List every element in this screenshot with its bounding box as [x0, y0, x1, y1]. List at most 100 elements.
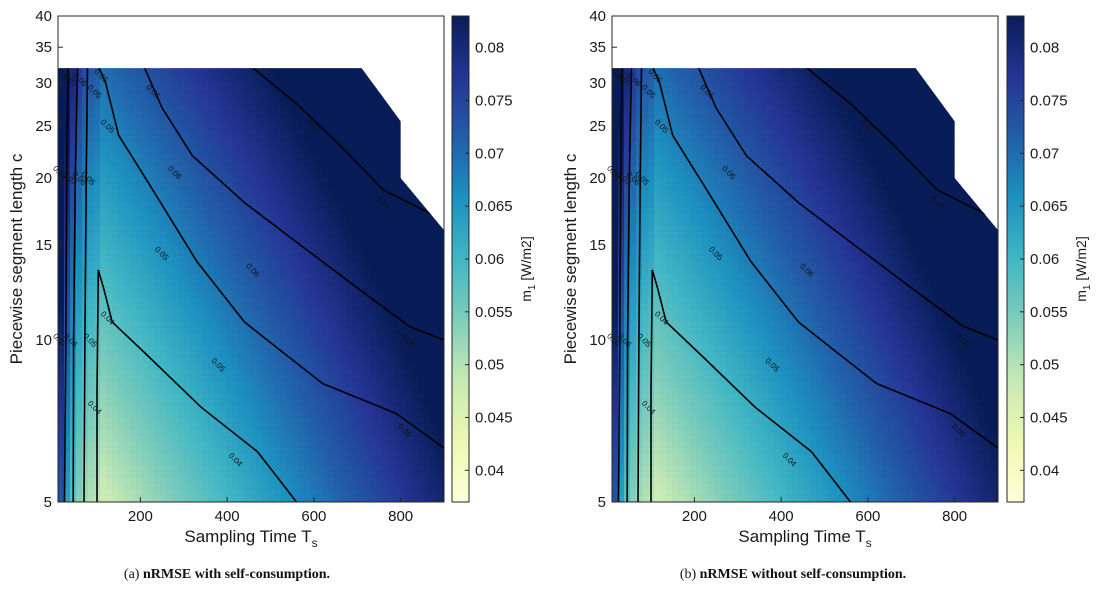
heat-cell [190, 322, 197, 329]
heat-cell [340, 394, 347, 401]
heat-cell [406, 268, 413, 275]
heat-cell [352, 34, 359, 41]
heat-cell [400, 40, 407, 47]
heat-cell [178, 418, 185, 425]
heat-cell [178, 286, 185, 293]
heat-cell [226, 346, 233, 353]
heat-cell [58, 430, 65, 437]
heat-cell [142, 244, 149, 251]
heat-cell [208, 262, 215, 269]
heat-cell [280, 358, 287, 365]
heat-cell [178, 298, 185, 305]
heat-cell [184, 292, 191, 299]
heat-cell [136, 208, 143, 215]
heat-cell [346, 16, 353, 23]
heat-cell [94, 34, 101, 41]
heat-cell [166, 34, 173, 41]
heat-cell [142, 352, 149, 359]
heat-cell [244, 394, 251, 401]
heat-cell [364, 106, 371, 113]
heat-cell [268, 184, 275, 191]
heat-cell [346, 22, 353, 29]
heat-cell [304, 94, 311, 101]
heat-cell [304, 430, 311, 437]
heat-cell [220, 142, 227, 149]
heat-cell [268, 160, 275, 167]
heat-cell [232, 448, 239, 455]
heat-cell [88, 220, 95, 227]
heat-cell [250, 334, 257, 341]
heat-cell [64, 250, 71, 257]
heat-cell [298, 436, 305, 443]
heat-cell [136, 406, 143, 413]
heat-cell [286, 406, 293, 413]
heat-cell [160, 40, 167, 47]
heat-cell [370, 460, 377, 467]
heat-cell [238, 100, 245, 107]
heat-cell [250, 430, 257, 437]
heat-cell [310, 190, 317, 197]
heat-cell [244, 466, 251, 473]
heat-cell [418, 76, 425, 83]
heat-cell [154, 286, 161, 293]
heat-cell [328, 262, 335, 269]
heat-cell [346, 274, 353, 281]
heat-cell [220, 484, 227, 491]
heat-cell [178, 68, 185, 71]
heat-cell [262, 298, 269, 305]
heat-cell [394, 496, 401, 503]
heat-cell [214, 364, 221, 371]
heat-cell [214, 112, 221, 119]
heat-cell [388, 436, 395, 443]
heat-cell [100, 52, 107, 59]
heat-cell [370, 322, 377, 329]
heat-cell [412, 100, 419, 107]
heat-cell [322, 478, 329, 485]
heat-cell [262, 382, 269, 389]
heat-cell [352, 40, 359, 47]
heat-cell [352, 412, 359, 419]
heat-cell [130, 334, 137, 341]
heat-cell [328, 334, 335, 341]
heat-cell [400, 94, 407, 101]
heat-cell [238, 388, 245, 395]
heat-cell [328, 244, 335, 251]
heat-cell [244, 94, 251, 101]
heat-cell [112, 100, 119, 107]
heat-cell [418, 68, 425, 71]
heat-cell [208, 292, 215, 299]
heat-cell [346, 268, 353, 275]
heat-cell [214, 208, 221, 215]
heat-cell [82, 34, 89, 41]
heat-cell [232, 28, 239, 35]
heat-cell [328, 358, 335, 365]
heat-cell [184, 298, 191, 305]
heat-cell [298, 328, 305, 335]
heat-cell [298, 496, 305, 503]
heat-cell [262, 460, 269, 467]
heat-cell [124, 190, 131, 197]
heat-cell [130, 346, 137, 353]
heat-cell [358, 448, 365, 455]
heat-cell [70, 274, 77, 281]
heat-cell [310, 280, 317, 287]
heat-cell [250, 148, 257, 155]
heat-cell [268, 406, 275, 413]
heat-cell [322, 124, 329, 131]
heat-cell [280, 232, 287, 239]
heat-cell [334, 460, 341, 467]
heat-cell [268, 334, 275, 341]
heat-cell [58, 214, 65, 221]
heat-cell [160, 124, 167, 131]
heat-cell [112, 226, 119, 233]
heat-cell [280, 28, 287, 35]
heat-cell [148, 484, 155, 491]
heat-cell [340, 436, 347, 443]
heat-cell [406, 340, 413, 347]
heat-cell [232, 340, 239, 347]
heat-cell [100, 322, 107, 329]
heat-cell [124, 352, 131, 359]
heat-cell [112, 298, 119, 305]
heat-cell [370, 280, 377, 287]
heat-cell [214, 322, 221, 329]
